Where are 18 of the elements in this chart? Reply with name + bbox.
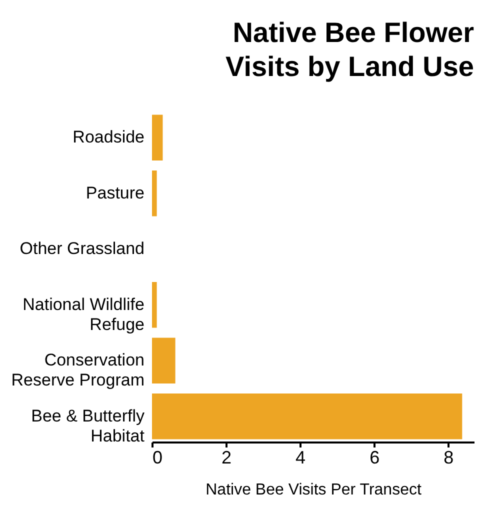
bar [152,170,157,216]
y-tick-label: Bee & Butterfly Habitat [31,406,145,446]
x-tick-label: 8 [444,448,454,468]
bar [152,394,462,440]
x-tick-label: 2 [222,448,232,468]
y-tick-label: Roadside [72,128,144,147]
y-tick-label: Other Grassland [20,239,144,258]
chart-title: Native Bee Flower Visits by Land Use [226,17,474,82]
bar [152,282,157,328]
x-axis-title: Native Bee Visits Per Transect [206,482,422,498]
x-tick-label: 6 [370,448,380,468]
x-tick-label: 0 [152,448,163,468]
x-tick-label: 4 [296,448,306,468]
y-tick-label: Pasture [86,183,144,202]
bar [152,338,176,384]
y-tick-label: Conservation Reserve Program [11,350,144,390]
y-tick-label: National Wildlife Refuge [22,294,144,334]
bar [152,114,163,160]
